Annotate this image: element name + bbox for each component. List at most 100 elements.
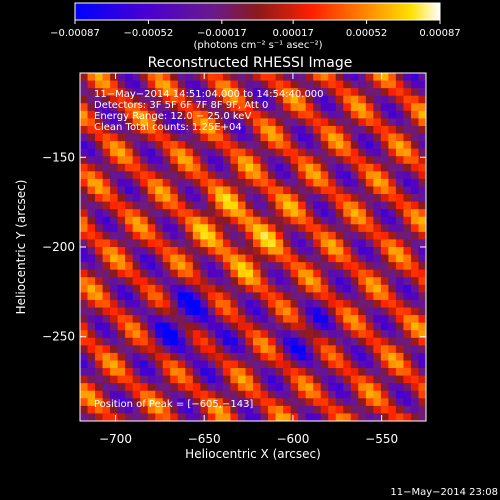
heatmap-cell: [117, 103, 126, 112]
heatmap-cell: [125, 239, 134, 248]
heatmap-cell: [253, 315, 262, 324]
heatmap-cell: [162, 231, 171, 240]
heatmap-cell: [380, 103, 389, 112]
heatmap-cell: [185, 194, 194, 203]
heatmap-cell: [373, 345, 382, 354]
heatmap-cell: [162, 110, 171, 119]
heatmap-cell: [132, 375, 141, 384]
heatmap-cell: [125, 171, 134, 180]
heatmap-cell: [117, 292, 126, 301]
heatmap-cell: [290, 330, 299, 339]
heatmap-cell: [110, 216, 119, 225]
heatmap-cell: [200, 148, 209, 157]
heatmap-cell: [102, 194, 111, 203]
heatmap-cell: [365, 80, 374, 89]
heatmap-cell: [335, 141, 344, 150]
heatmap-cell: [283, 398, 292, 407]
heatmap-cell: [102, 118, 111, 127]
heatmap-cell: [230, 368, 239, 377]
heatmap-cell: [170, 163, 179, 172]
heatmap-cell: [215, 73, 224, 82]
heatmap-cell: [87, 307, 96, 316]
heatmap-cell: [403, 375, 412, 384]
heatmap-cell: [365, 231, 374, 240]
heatmap-cell: [222, 398, 231, 407]
heatmap-cell: [125, 194, 134, 203]
heatmap-cell: [200, 352, 209, 361]
heatmap-cell: [268, 209, 277, 218]
heatmap-cell: [140, 345, 149, 354]
heatmap-cell: [215, 390, 224, 399]
heatmap-cell: [117, 73, 126, 82]
heatmap-cell: [110, 186, 119, 195]
heatmap-cell: [170, 133, 179, 142]
heatmap-cell: [328, 110, 337, 119]
heatmap-cell: [162, 239, 171, 248]
heatmap-cell: [350, 284, 359, 293]
heatmap-cell: [87, 125, 96, 135]
heatmap-cell: [350, 201, 359, 210]
heatmap-cell: [410, 133, 419, 142]
heatmap-cell: [305, 322, 314, 331]
heatmap-cell: [253, 186, 262, 195]
heatmap-cell: [162, 299, 171, 309]
heatmap-cell: [343, 345, 352, 354]
heatmap-cell: [192, 337, 201, 346]
heatmap-cell: [185, 201, 194, 210]
heatmap-cell: [418, 156, 426, 165]
heatmap-cell: [410, 383, 419, 392]
heatmap-cell: [328, 330, 337, 339]
heatmap-cell: [395, 345, 404, 354]
heatmap-cell: [192, 133, 201, 142]
heatmap-cell: [215, 405, 224, 414]
heatmap-cell: [140, 216, 149, 225]
heatmap-cell: [395, 88, 404, 97]
heatmap-cell: [328, 171, 337, 180]
heatmap-cell: [358, 133, 367, 142]
heatmap-cell: [125, 80, 134, 89]
heatmap-cell: [403, 299, 412, 309]
heatmap-cell: [343, 216, 352, 225]
heatmap-cell: [95, 201, 104, 210]
heatmap-cell: [237, 360, 246, 369]
heatmap-cell: [275, 398, 284, 407]
heatmap-cell: [132, 118, 141, 127]
heatmap-cell: [343, 254, 352, 263]
heatmap-cell: [298, 141, 307, 150]
heatmap-cell: [380, 186, 389, 195]
heatmap-cell: [403, 171, 412, 180]
heatmap-cell: [380, 262, 389, 271]
heatmap-cell: [365, 224, 374, 233]
heatmap-cell: [403, 110, 412, 119]
heatmap-cell: [410, 209, 419, 218]
heatmap-cell: [87, 352, 96, 361]
heatmap-cell: [320, 322, 329, 331]
heatmap-cell: [313, 88, 322, 97]
heatmap-cell: [313, 345, 322, 354]
heatmap-cell: [410, 141, 419, 150]
heatmap-cell: [87, 171, 96, 180]
heatmap-cell: [290, 148, 299, 157]
heatmap-cell: [222, 262, 231, 271]
heatmap-cell: [80, 95, 89, 104]
heatmap-cell: [147, 110, 156, 119]
heatmap-cell: [237, 330, 246, 339]
heatmap-cell: [155, 88, 164, 97]
heatmap-cell: [350, 398, 359, 407]
heatmap-cell: [102, 368, 111, 377]
heatmap-cell: [350, 315, 359, 324]
heatmap-cell: [80, 73, 89, 82]
heatmap-cell: [170, 360, 179, 369]
heatmap-cell: [132, 360, 141, 369]
heatmap-cell: [298, 201, 307, 210]
heatmap-cell: [185, 103, 194, 112]
heatmap-cell: [170, 88, 179, 97]
heatmap-cell: [192, 110, 201, 119]
heatmap-cell: [418, 322, 426, 331]
heatmap-cell: [260, 337, 269, 346]
heatmap-cell: [95, 277, 104, 286]
heatmap-cell: [140, 110, 149, 119]
heatmap-cell: [275, 103, 284, 112]
heatmap-cell: [230, 330, 239, 339]
heatmap-cell: [162, 405, 171, 414]
